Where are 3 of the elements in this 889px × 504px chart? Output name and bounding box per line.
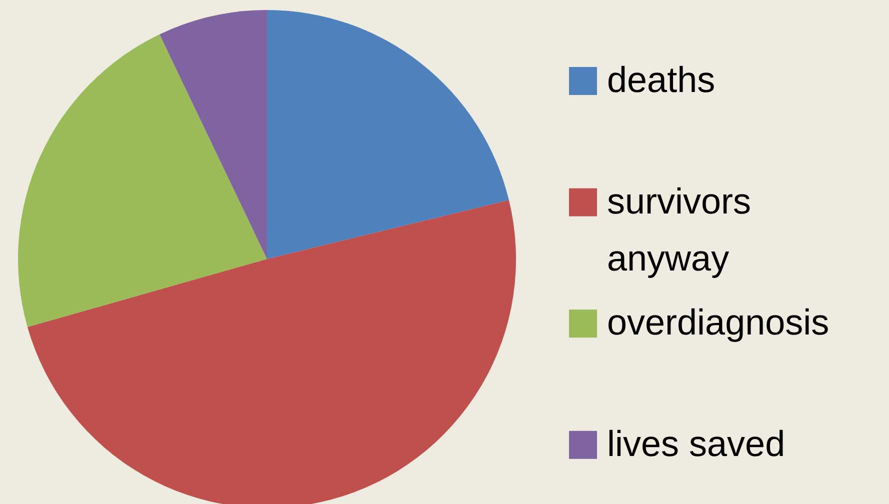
legend-label: overdiagnosis — [607, 301, 830, 342]
legend-label: lives saved — [607, 422, 786, 464]
legend-label: deaths — [607, 58, 716, 100]
